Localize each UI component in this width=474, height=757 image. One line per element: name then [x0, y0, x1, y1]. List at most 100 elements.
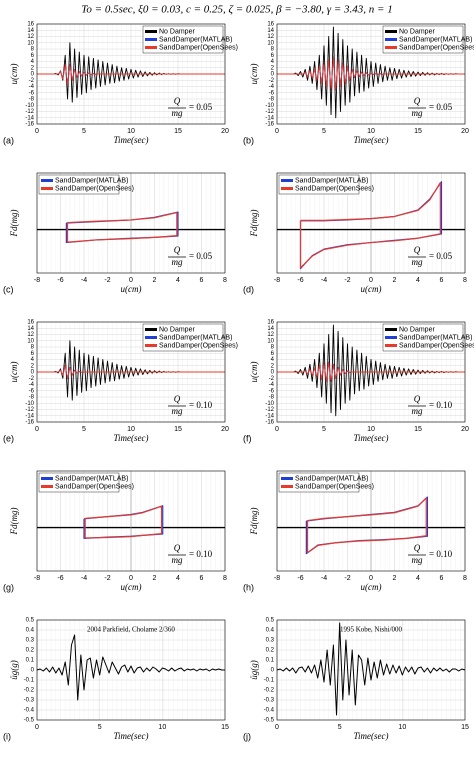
series-line	[299, 181, 441, 269]
annotation-denominator: mg	[412, 257, 423, 267]
y-tick-label: 0.1	[266, 658, 275, 664]
panel: 0 5 10 15 20-16-14-12-10-8-6-4-2024681012141…	[243, 320, 474, 444]
plot-frame	[276, 470, 466, 572]
x-tick-label: 20	[221, 128, 229, 135]
y-tick-label: 0.2	[26, 648, 35, 654]
x-tick-label: 15	[221, 724, 229, 731]
panel-label: (h)	[243, 582, 254, 592]
y-tick-label: -6	[29, 388, 35, 394]
x-axis-label: Time(sec)	[354, 135, 389, 145]
legend-label: No Damper	[159, 326, 195, 333]
y-tick-label: -4	[29, 382, 35, 388]
x-tick-label: -2	[104, 277, 110, 284]
y-tick-label: 10	[267, 338, 274, 344]
plot-frame	[36, 619, 226, 721]
y-tick-label: 6	[31, 53, 35, 59]
legend-label: SandDamper(MATLAB)	[399, 36, 472, 43]
y-tick-label: -10	[25, 103, 34, 109]
y-tick-label: -0.1	[24, 678, 35, 684]
x-tick-label: -6	[57, 277, 63, 284]
annotation-denominator: mg	[412, 555, 423, 565]
annotation-denominator: mg	[412, 406, 423, 416]
y-tick-label: 0	[271, 668, 275, 674]
plot-frame	[276, 619, 466, 721]
y-tick-label: -16	[265, 122, 274, 128]
panel: 0 5 10 15 -0.5 -0.4 -0.3 -0.2 -0.1 0 0.1 0.2 0.3 0.4 0…	[3, 618, 229, 742]
x-tick-label: 10	[127, 426, 135, 433]
annotation-value: = 0.05	[189, 251, 213, 261]
x-tick-label: 20	[221, 426, 229, 433]
legend-label: SandDamper(OpenSees)	[159, 44, 238, 51]
plot-frame	[36, 23, 226, 125]
series-line	[84, 505, 163, 539]
y-tick-label: 14	[267, 28, 274, 34]
x-axis-label: u(cm)	[361, 284, 382, 294]
y-axis-label: u(cm)	[249, 362, 259, 383]
annotation-numerator: Q	[414, 96, 421, 106]
x-tick-label: 15	[414, 426, 422, 433]
y-tick-label: 12	[27, 332, 34, 338]
y-tick-label: -0.2	[264, 688, 275, 694]
x-tick-label: -4	[81, 277, 87, 284]
legend-label: SandDamper(MATLAB)	[55, 475, 128, 482]
y-tick-label: 0.5	[266, 618, 275, 624]
y-axis-label: üg(g)	[9, 660, 19, 680]
x-tick-label: 5	[338, 724, 342, 731]
x-tick-label: -6	[297, 575, 303, 582]
y-tick-label: 14	[27, 28, 34, 34]
x-tick-label: 10	[367, 128, 375, 135]
legend-box	[38, 174, 120, 195]
x-tick-label: 0	[129, 575, 133, 582]
y-axis-label: u(cm)	[9, 362, 19, 383]
y-tick-label: -12	[265, 109, 274, 115]
x-tick-label: 10	[158, 724, 166, 731]
y-axis-label: Fd(mg)	[9, 210, 19, 238]
annotation-value: = 0.05	[429, 251, 453, 261]
annotation: 1995 Kobe, Nishi/000	[340, 626, 403, 634]
plot-frame	[276, 172, 466, 274]
x-tick-label: 2	[153, 277, 157, 284]
y-axis-label: Fd(mg)	[9, 508, 19, 536]
x-axis-label: Time(sec)	[354, 731, 389, 741]
legend-label: SandDamper(MATLAB)	[295, 475, 368, 482]
x-tick-label: 10	[398, 724, 406, 731]
plot-frame	[276, 23, 466, 125]
panel-label: (i)	[3, 731, 11, 741]
y-tick-label: 6	[31, 351, 35, 357]
x-tick-label: 2	[393, 575, 397, 582]
plot-frame	[36, 172, 226, 274]
annotation-denominator: mg	[412, 108, 423, 118]
series-line	[37, 364, 225, 380]
y-axis-label: Fd(mg)	[249, 508, 259, 536]
y-tick-label: 0.1	[26, 658, 35, 664]
x-tick-label: 15	[414, 128, 422, 135]
y-tick-label: 4	[271, 357, 275, 363]
y-tick-label: -8	[29, 97, 35, 103]
annotation-value: = 0.10	[429, 400, 453, 410]
y-tick-label: 0.4	[26, 628, 35, 634]
y-tick-label: -10	[25, 401, 34, 407]
x-tick-label: 0	[369, 277, 373, 284]
y-tick-label: 10	[267, 40, 274, 46]
y-tick-label: 2	[31, 65, 35, 71]
x-tick-label: 0	[35, 128, 39, 135]
x-tick-label: 5	[322, 128, 326, 135]
y-tick-label: -4	[29, 84, 35, 90]
y-tick-label: 0	[31, 72, 35, 78]
y-tick-label: 12	[267, 34, 274, 40]
x-axis-label: Time(sec)	[114, 135, 149, 145]
y-tick-label: -2	[29, 376, 35, 382]
y-tick-label: -14	[25, 413, 34, 419]
annotation-numerator: Q	[174, 245, 181, 255]
legend-label: SandDamper(OpenSees)	[159, 342, 238, 349]
x-tick-label: -2	[344, 277, 350, 284]
y-tick-label: -12	[25, 407, 34, 413]
panel-label: (f)	[243, 433, 252, 443]
y-tick-label: 12	[27, 34, 34, 40]
y-tick-label: 0	[31, 668, 35, 674]
x-tick-label: 15	[174, 426, 182, 433]
annotation-denominator: mg	[172, 406, 183, 416]
y-tick-label: 0.3	[266, 638, 275, 644]
x-axis-label: Time(sec)	[114, 433, 149, 443]
panel: 0 5 10 15 20-16-14-12-10-8-6-4-2024681012141…	[243, 22, 474, 146]
